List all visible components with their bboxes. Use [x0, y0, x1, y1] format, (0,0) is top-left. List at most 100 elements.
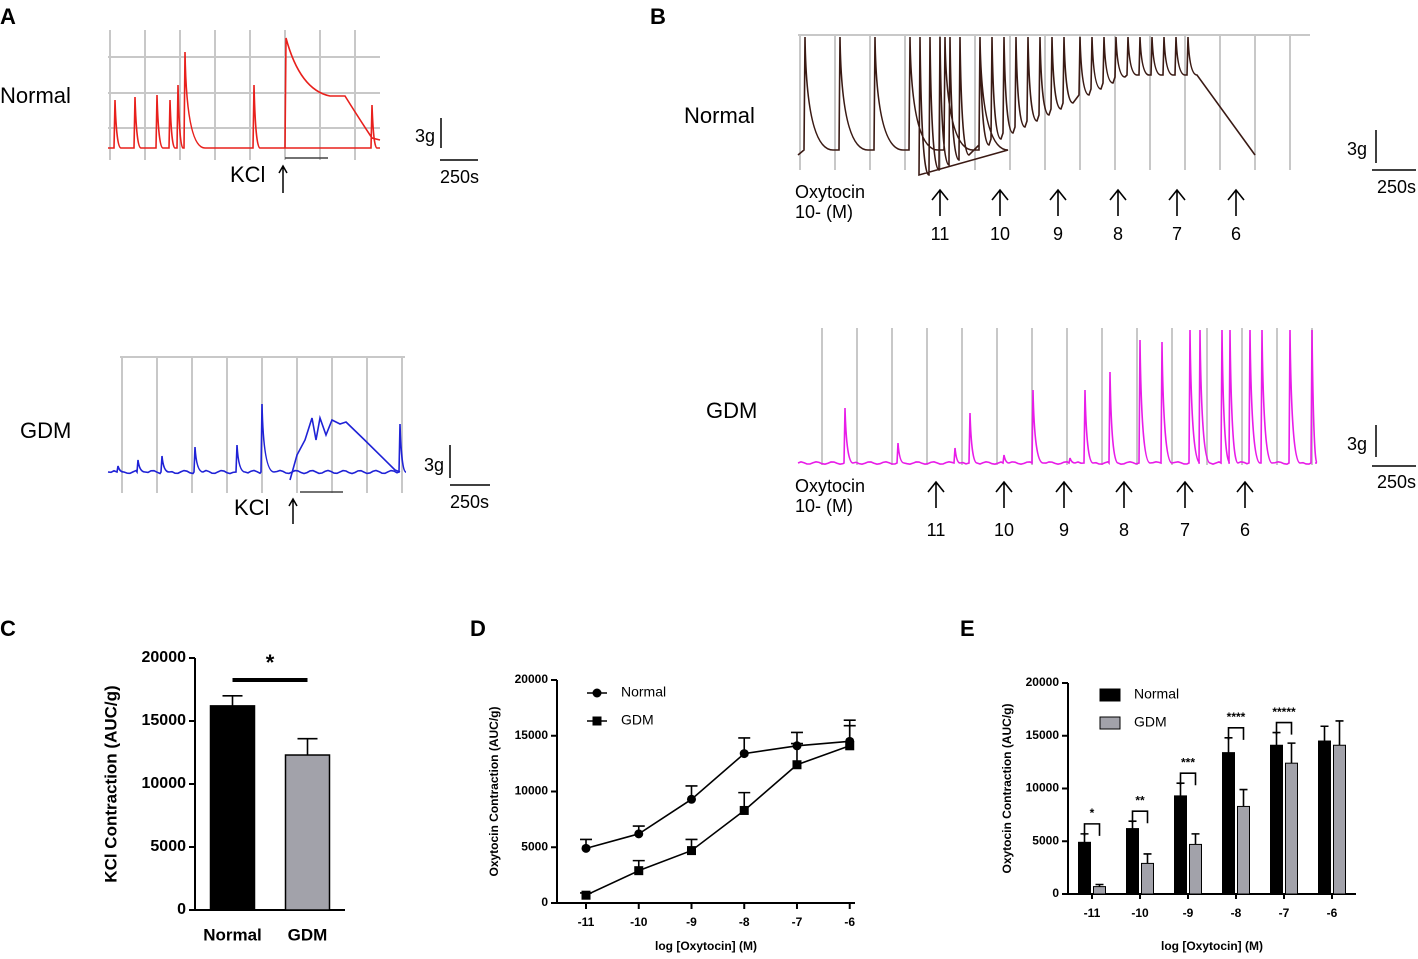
x-tick-label: Normal	[203, 925, 262, 944]
bar	[209, 705, 256, 911]
trace	[108, 51, 380, 149]
dose-label: 8	[1119, 520, 1129, 540]
x-tick-label: -7	[792, 915, 803, 929]
trace	[284, 37, 381, 149]
panel-letter: D	[470, 616, 486, 641]
drug-label: Oxytocin	[795, 476, 865, 496]
point	[634, 866, 644, 876]
arrow	[1115, 480, 1133, 508]
dose-label: 11	[931, 224, 950, 244]
bar	[1141, 862, 1154, 895]
dose-label: 11	[927, 520, 946, 540]
unit-label: 10- (M)	[795, 202, 853, 222]
trace	[107, 403, 407, 475]
bar	[1189, 843, 1202, 895]
x-axis-label: log [Oxytocin] (M)	[655, 939, 757, 953]
arrow	[1168, 188, 1186, 216]
y-tick-label: 5000	[521, 839, 548, 853]
bar	[1237, 805, 1250, 895]
arrow	[1176, 480, 1194, 508]
point	[686, 846, 696, 856]
trace	[797, 329, 1318, 466]
stimulus-label: KCl	[234, 495, 269, 520]
bar	[1126, 828, 1139, 895]
point	[581, 890, 591, 900]
y-tick-label: 5000	[150, 838, 186, 855]
point	[686, 794, 696, 804]
legend-label: Normal	[1134, 686, 1179, 702]
arrow	[927, 480, 945, 508]
legend-marker	[592, 688, 602, 698]
significance-bracket	[1275, 721, 1293, 735]
error-bar	[1239, 788, 1248, 807]
trace-grid	[120, 356, 405, 493]
y-tick-label: 0	[1052, 886, 1059, 900]
dose-label: 7	[1172, 224, 1182, 244]
significance-bracket	[1083, 823, 1101, 836]
y-tick-label: 10000	[515, 784, 549, 798]
series-line	[585, 740, 850, 850]
x-tick-label: -6	[844, 915, 855, 929]
series-line	[585, 745, 850, 896]
scale-y: 3g	[424, 455, 444, 475]
arrow	[991, 188, 1009, 216]
dose-label: 7	[1180, 520, 1190, 540]
x-tick-label: -11	[1084, 906, 1101, 920]
y-tick-label: 20000	[1026, 675, 1060, 689]
scale-x: 250s	[1377, 177, 1416, 197]
significance-bracket	[1227, 727, 1245, 740]
drug-label: Oxytocin	[795, 182, 865, 202]
error-bar	[222, 695, 243, 706]
stimulus-label: KCl	[230, 162, 265, 187]
point	[739, 805, 749, 815]
significance: **	[1135, 793, 1145, 807]
x-tick-label: -11	[578, 915, 595, 929]
y-axis-label: KCl Contraction (AUC/g)	[101, 685, 120, 882]
significance: ****	[1227, 710, 1246, 724]
y-tick-label: 0	[541, 895, 548, 909]
x-tick-label: -7	[1279, 906, 1290, 920]
error-bar	[1224, 737, 1233, 753]
point	[845, 741, 855, 751]
scale-y: 3g	[1347, 139, 1367, 159]
bar	[1333, 744, 1346, 895]
unit-label: 10- (M)	[795, 496, 853, 516]
trace	[797, 36, 1256, 177]
error-bar	[1335, 720, 1344, 746]
x-tick-label: -9	[686, 915, 697, 929]
arrow	[288, 497, 298, 524]
trace-label: GDM	[706, 398, 757, 423]
x-tick-label: GDM	[288, 925, 328, 944]
significance: *****	[1272, 705, 1296, 719]
trace-grid	[108, 30, 380, 160]
x-tick-label: -10	[1131, 906, 1149, 920]
panel-letter: B	[650, 4, 666, 29]
point	[739, 749, 749, 759]
arrow	[1236, 480, 1254, 508]
bar	[1093, 886, 1106, 895]
bar	[1174, 795, 1187, 895]
dose-label: 10	[994, 520, 1014, 540]
y-tick-label: 15000	[1026, 728, 1060, 742]
bar	[1078, 841, 1091, 895]
legend-label: GDM	[1134, 714, 1167, 730]
y-tick-label: 15000	[515, 728, 549, 742]
arrow	[1227, 188, 1245, 216]
x-tick-label: -9	[1183, 906, 1194, 920]
significance-bracket	[1131, 810, 1149, 824]
y-tick-label: 15000	[142, 712, 187, 729]
error-bar	[1287, 742, 1296, 764]
point	[792, 760, 802, 770]
significance: *	[1090, 806, 1095, 820]
significance-bracket	[1179, 772, 1197, 786]
significance: *	[266, 650, 275, 675]
x-axis-label: log [Oxytocin] (M)	[1161, 939, 1263, 953]
trace-label: GDM	[20, 418, 71, 443]
scale-x: 250s	[1377, 472, 1416, 492]
error-bar	[297, 737, 318, 756]
arrow	[1055, 480, 1073, 508]
scale-y: 3g	[415, 126, 435, 146]
legend-label: GDM	[621, 712, 654, 728]
panel-letter: E	[960, 616, 975, 641]
x-tick-label: -6	[1327, 906, 1338, 920]
